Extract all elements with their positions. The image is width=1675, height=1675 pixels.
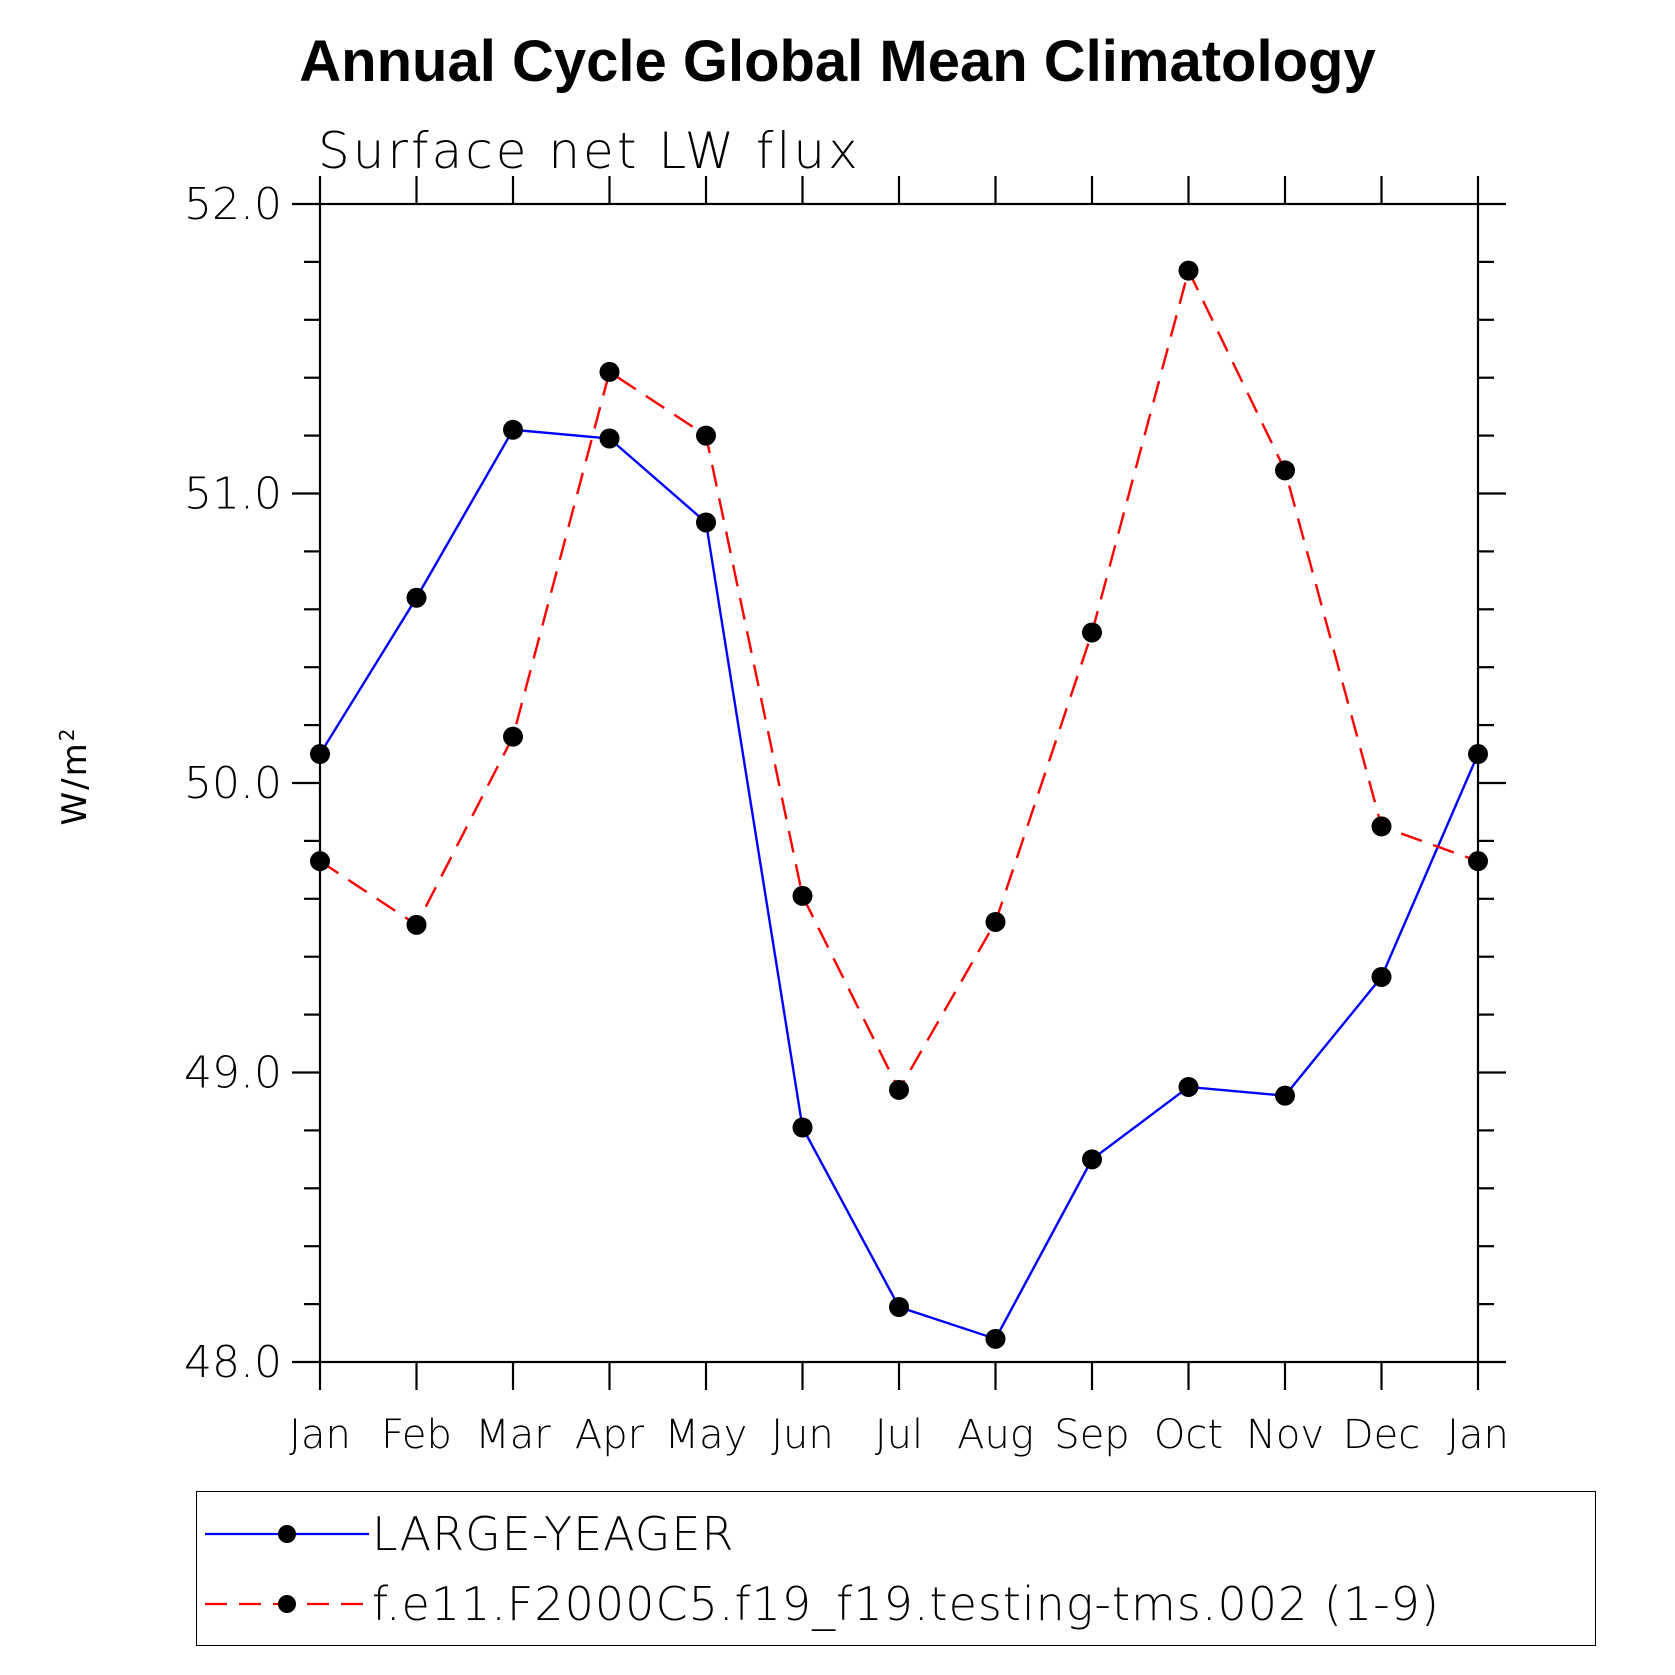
data-point-0-5 <box>792 1117 813 1138</box>
data-point-1-10 <box>1275 460 1295 481</box>
y-tick-label: 52.0 <box>184 179 282 230</box>
legend-label-1: f.e11.F2000C5.f19_f19.testing-tms.002 (1… <box>372 1577 1440 1631</box>
data-point-0-0 <box>310 744 330 765</box>
series-layer <box>310 260 1488 1349</box>
x-tick-label: Nov <box>1246 1412 1324 1458</box>
data-point-1-8 <box>1082 622 1102 643</box>
x-tick-label: Jan <box>1447 1412 1509 1458</box>
data-point-1-5 <box>792 885 813 906</box>
data-point-1-9 <box>1178 260 1199 281</box>
data-point-0-8 <box>1082 1149 1102 1170</box>
legend-item-0: LARGE-YEAGER <box>197 1504 1595 1564</box>
axes <box>292 176 1506 1390</box>
x-tick-label: Sep <box>1054 1412 1129 1458</box>
data-point-1-12 <box>1468 851 1488 872</box>
x-tick-label: Jun <box>771 1412 834 1458</box>
legend-item-1: f.e11.F2000C5.f19_f19.testing-tms.002 (1… <box>197 1574 1595 1634</box>
data-point-1-2 <box>503 726 523 747</box>
y-tick-label: 48.0 <box>184 1337 282 1388</box>
data-point-0-6 <box>889 1296 909 1317</box>
plot-frame <box>318 202 1480 1364</box>
legend-label-0: LARGE-YEAGER <box>372 1507 735 1561</box>
data-point-1-1 <box>406 914 427 935</box>
y-tick-label: 49.0 <box>184 1048 282 1099</box>
data-point-0-10 <box>1275 1085 1295 1106</box>
data-point-0-12 <box>1468 744 1488 765</box>
legend: LARGE-YEAGER f.e11.F2000C5.f19_f19.testi… <box>196 1491 1596 1646</box>
data-point-1-7 <box>985 911 1006 932</box>
data-point-1-3 <box>599 361 620 382</box>
legend-swatch-0 <box>205 1525 369 1543</box>
chart-subtitle: Surface net LW flux <box>318 122 861 180</box>
data-point-0-9 <box>1178 1076 1199 1097</box>
x-tick-label: Aug <box>957 1412 1034 1458</box>
data-point-1-0 <box>310 851 330 872</box>
x-tick-label: Mar <box>475 1412 551 1458</box>
x-tick-label: Jul <box>875 1412 923 1458</box>
legend-swatch-1 <box>205 1595 369 1613</box>
chart-title: Annual Cycle Global Mean Climatology <box>299 29 1376 94</box>
data-point-1-4 <box>696 425 716 446</box>
tick-labels: Jan Feb Mar Apr May Jun Jul Aug Sep Oct Nov Dec Jan4… <box>184 179 1509 1458</box>
series-line-0 <box>318 428 1480 1341</box>
x-tick-label: Feb <box>381 1412 452 1458</box>
data-point-0-1 <box>406 587 427 608</box>
y-tick-label: 50.0 <box>184 758 282 809</box>
data-point-0-4 <box>696 512 716 533</box>
data-point-0-3 <box>599 428 620 449</box>
data-point-0-11 <box>1371 966 1392 987</box>
x-tick-label: May <box>665 1412 748 1458</box>
x-tick-label: Apr <box>575 1412 645 1458</box>
data-point-0-2 <box>503 419 523 440</box>
data-point-1-6 <box>889 1079 909 1100</box>
series-line-1 <box>319 267 1479 1093</box>
x-tick-label: Jan <box>289 1412 351 1458</box>
data-point-1-11 <box>1371 816 1392 837</box>
y-tick-label: 51.0 <box>184 469 282 520</box>
x-tick-label: Dec <box>1343 1412 1420 1458</box>
data-point-0-7 <box>985 1328 1006 1349</box>
x-tick-label: Oct <box>1154 1412 1223 1458</box>
